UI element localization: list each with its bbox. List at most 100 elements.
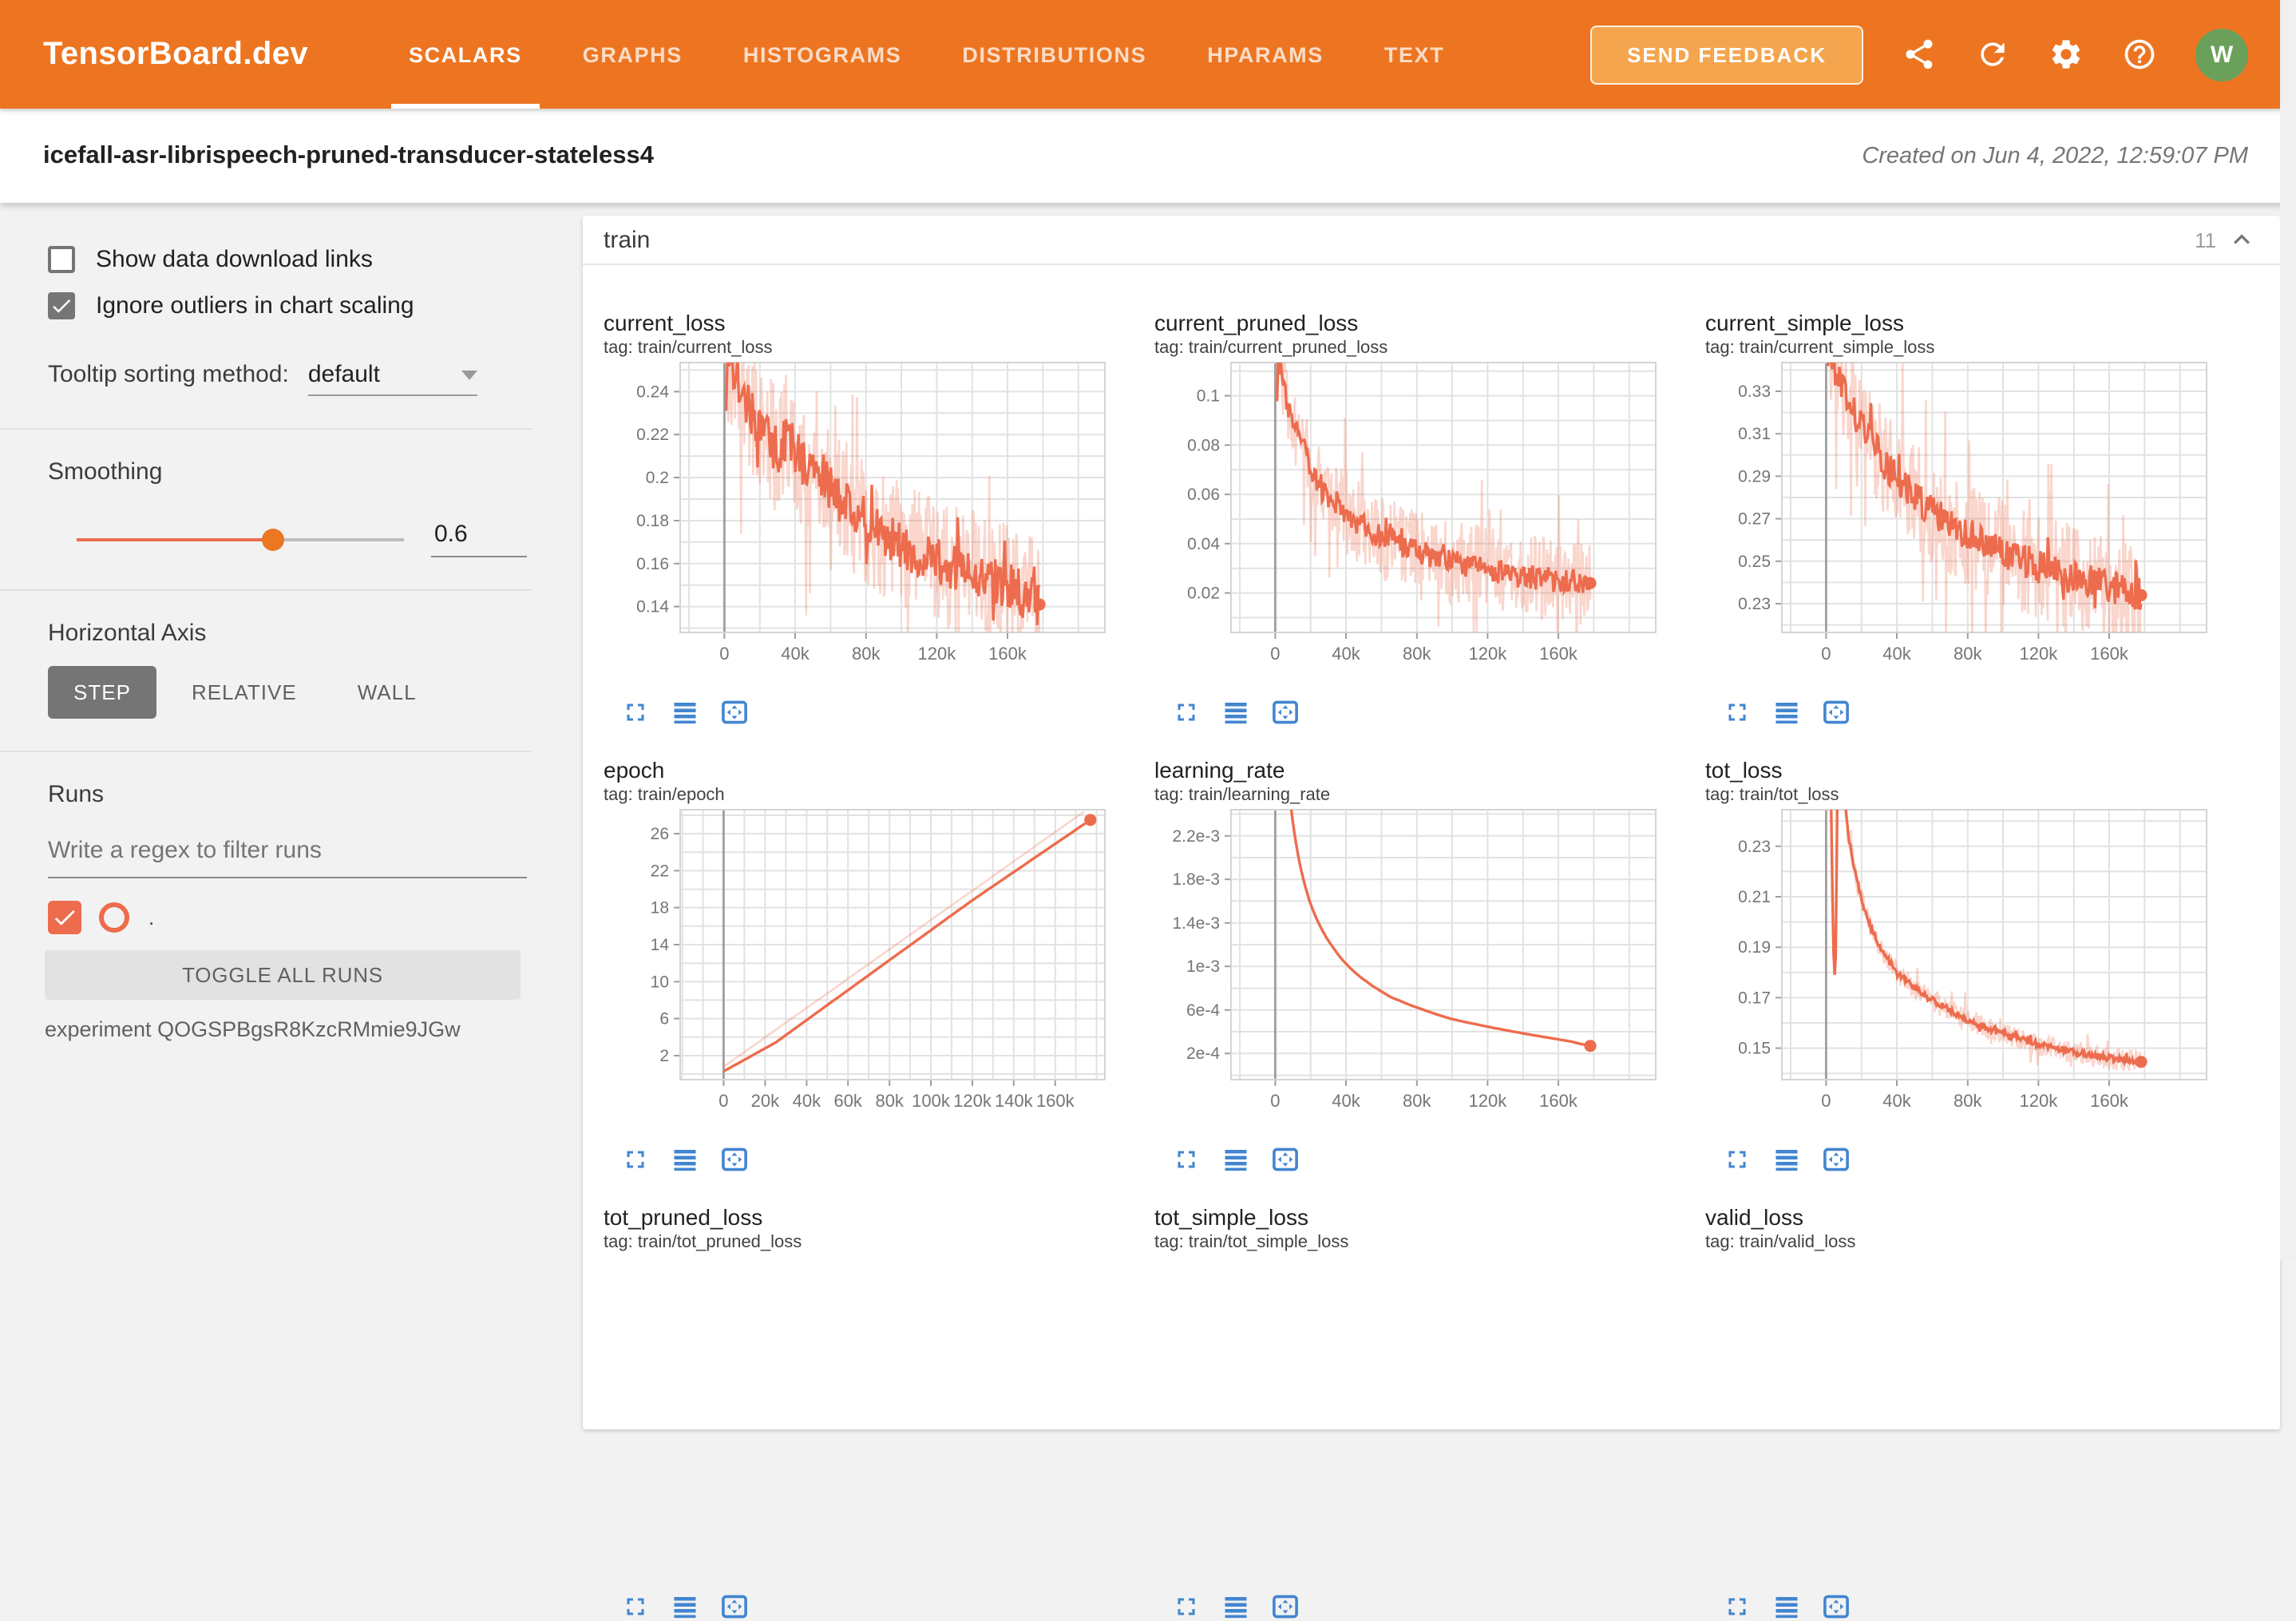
run-checkbox[interactable] [48,901,81,934]
fullscreen-icon[interactable] [621,1592,650,1621]
data-table-icon[interactable] [671,1592,699,1621]
tab-distributions[interactable]: DISTRIBUTIONS [962,42,1147,66]
smoothing-label: Smoothing [48,458,163,486]
svg-text:0.04: 0.04 [1187,535,1220,553]
tab-hparams[interactable]: HPARAMS [1207,42,1324,66]
chart-toolbar [621,1592,1135,1621]
chart-title: epoch [604,757,665,783]
fit-domain-icon[interactable] [1271,1145,1300,1174]
train-card-header[interactable]: train 11 [583,216,2280,265]
tab-graphs[interactable]: GRAPHS [582,42,683,66]
data-table-icon[interactable] [671,1145,699,1174]
fit-domain-icon[interactable] [1271,698,1300,727]
experiment-header: icefall-asr-librispeech-pruned-transduce… [0,109,2296,203]
chart-tot_simple_loss: tot_simple_loss tag: train/tot_simple_los… [1154,1204,1686,1621]
svg-text:0.02: 0.02 [1187,585,1220,603]
svg-text:0: 0 [1821,1091,1831,1111]
fit-domain-icon[interactable] [1271,1592,1300,1621]
fullscreen-icon[interactable] [1723,1145,1752,1174]
tooltip-sorting-select[interactable]: default [307,361,477,396]
fit-domain-icon[interactable] [720,1592,749,1621]
show-download-links-checkbox[interactable] [48,246,75,273]
runs-filter-input[interactable] [48,830,527,878]
runs-label: Runs [48,781,105,808]
axis-option-wall[interactable]: WALL [332,666,442,719]
show-download-links-label: Show data download links [96,246,373,273]
refresh-icon[interactable] [1975,37,2010,72]
tab-text[interactable]: TEXT [1384,42,1445,66]
svg-text:0: 0 [1270,1091,1280,1111]
nav-actions: SEND FEEDBACK W [1590,25,2248,84]
divider [0,751,532,752]
smoothing-value-input[interactable]: 0.6 [431,521,527,557]
fullscreen-icon[interactable] [621,698,650,727]
svg-text:0.14: 0.14 [636,598,669,616]
chart-valid_loss: valid_loss tag: train/valid_loss [1705,1204,2237,1621]
help-icon[interactable] [2122,37,2157,72]
chart-tot_pruned_loss: tot_pruned_loss tag: train/tot_pruned_los… [604,1204,1135,1621]
data-table-icon[interactable] [1221,1592,1250,1621]
svg-text:0.22: 0.22 [636,426,669,444]
chart-current_pruned_loss: current_pruned_loss tag: train/current_pr… [1154,310,1686,727]
horizontal-axis-buttons: STEP RELATIVE WALL [48,666,532,719]
settings-icon[interactable] [2049,37,2084,72]
svg-text:0.06: 0.06 [1187,486,1220,504]
svg-text:0.16: 0.16 [636,555,669,573]
page-title: icefall-asr-librispeech-pruned-transduce… [43,141,654,168]
created-timestamp: Created on Jun 4, 2022, 12:59:07 PM [1862,143,2248,168]
fullscreen-icon[interactable] [1172,698,1201,727]
avatar[interactable]: W [2195,28,2248,81]
data-table-icon[interactable] [1221,698,1250,727]
fullscreen-icon[interactable] [1723,1592,1752,1621]
ignore-outliers-checkbox[interactable] [48,292,75,319]
axis-option-relative[interactable]: RELATIVE [166,666,323,719]
fullscreen-icon[interactable] [1172,1145,1201,1174]
svg-text:80k: 80k [1403,1091,1431,1111]
tab-scalars[interactable]: SCALARS [385,0,546,109]
horizontal-axis-label: Horizontal Axis [48,620,207,647]
fit-domain-icon[interactable] [1822,1145,1851,1174]
share-icon[interactable] [1902,37,1937,72]
fullscreen-icon[interactable] [1723,698,1752,727]
svg-text:0.21: 0.21 [1738,888,1771,906]
chart-title: current_loss [604,310,726,335]
data-table-icon[interactable] [1772,1592,1801,1621]
svg-text:0.2: 0.2 [646,469,669,487]
svg-text:2e-4: 2e-4 [1186,1044,1220,1063]
svg-text:1.8e-3: 1.8e-3 [1172,870,1220,889]
data-table-icon[interactable] [1772,698,1801,727]
svg-text:40k: 40k [793,1091,821,1111]
fit-domain-icon[interactable] [720,1145,749,1174]
fullscreen-icon[interactable] [1172,1592,1201,1621]
svg-text:40k: 40k [781,644,810,664]
data-table-icon[interactable] [1772,1145,1801,1174]
show-download-links-row[interactable]: Show data download links [48,246,532,273]
nav-tabs: SCALARS GRAPHS HISTOGRAMS DISTRIBUTIONS HPAR… [385,0,1481,109]
chart-count-badge: 11 [2195,228,2216,252]
svg-text:160k: 160k [2090,1091,2129,1111]
fit-domain-icon[interactable] [720,698,749,727]
smoothing-slider[interactable] [77,528,404,550]
ignore-outliers-row[interactable]: Ignore outliers in chart scaling [48,292,532,319]
chart-title: valid_loss [1705,1204,1803,1230]
data-table-icon[interactable] [671,698,699,727]
send-feedback-button[interactable]: SEND FEEDBACK [1590,25,1863,84]
svg-text:60k: 60k [833,1091,862,1111]
tab-histograms[interactable]: HISTOGRAMS [742,42,902,66]
chart-tot_loss: tot_loss tag: train/tot_loss 0 40k 80k 120k 16… [1705,757,2237,1174]
svg-text:160k: 160k [2090,644,2129,664]
run-color-swatch[interactable] [99,902,129,933]
svg-text:0: 0 [718,1091,728,1111]
data-table-icon[interactable] [1221,1145,1250,1174]
toggle-all-runs-button[interactable]: TOGGLE ALL RUNS [45,950,521,1000]
svg-text:1.4e-3: 1.4e-3 [1172,914,1220,933]
chart-toolbar [1723,1592,2237,1621]
axis-option-step[interactable]: STEP [48,666,156,719]
svg-text:40k: 40k [1882,1091,1911,1111]
fit-domain-icon[interactable] [1822,698,1851,727]
fullscreen-icon[interactable] [621,1145,650,1174]
chevron-up-icon[interactable] [2226,224,2258,256]
smoothing-slider-handle[interactable] [262,528,284,550]
fit-domain-icon[interactable] [1822,1592,1851,1621]
